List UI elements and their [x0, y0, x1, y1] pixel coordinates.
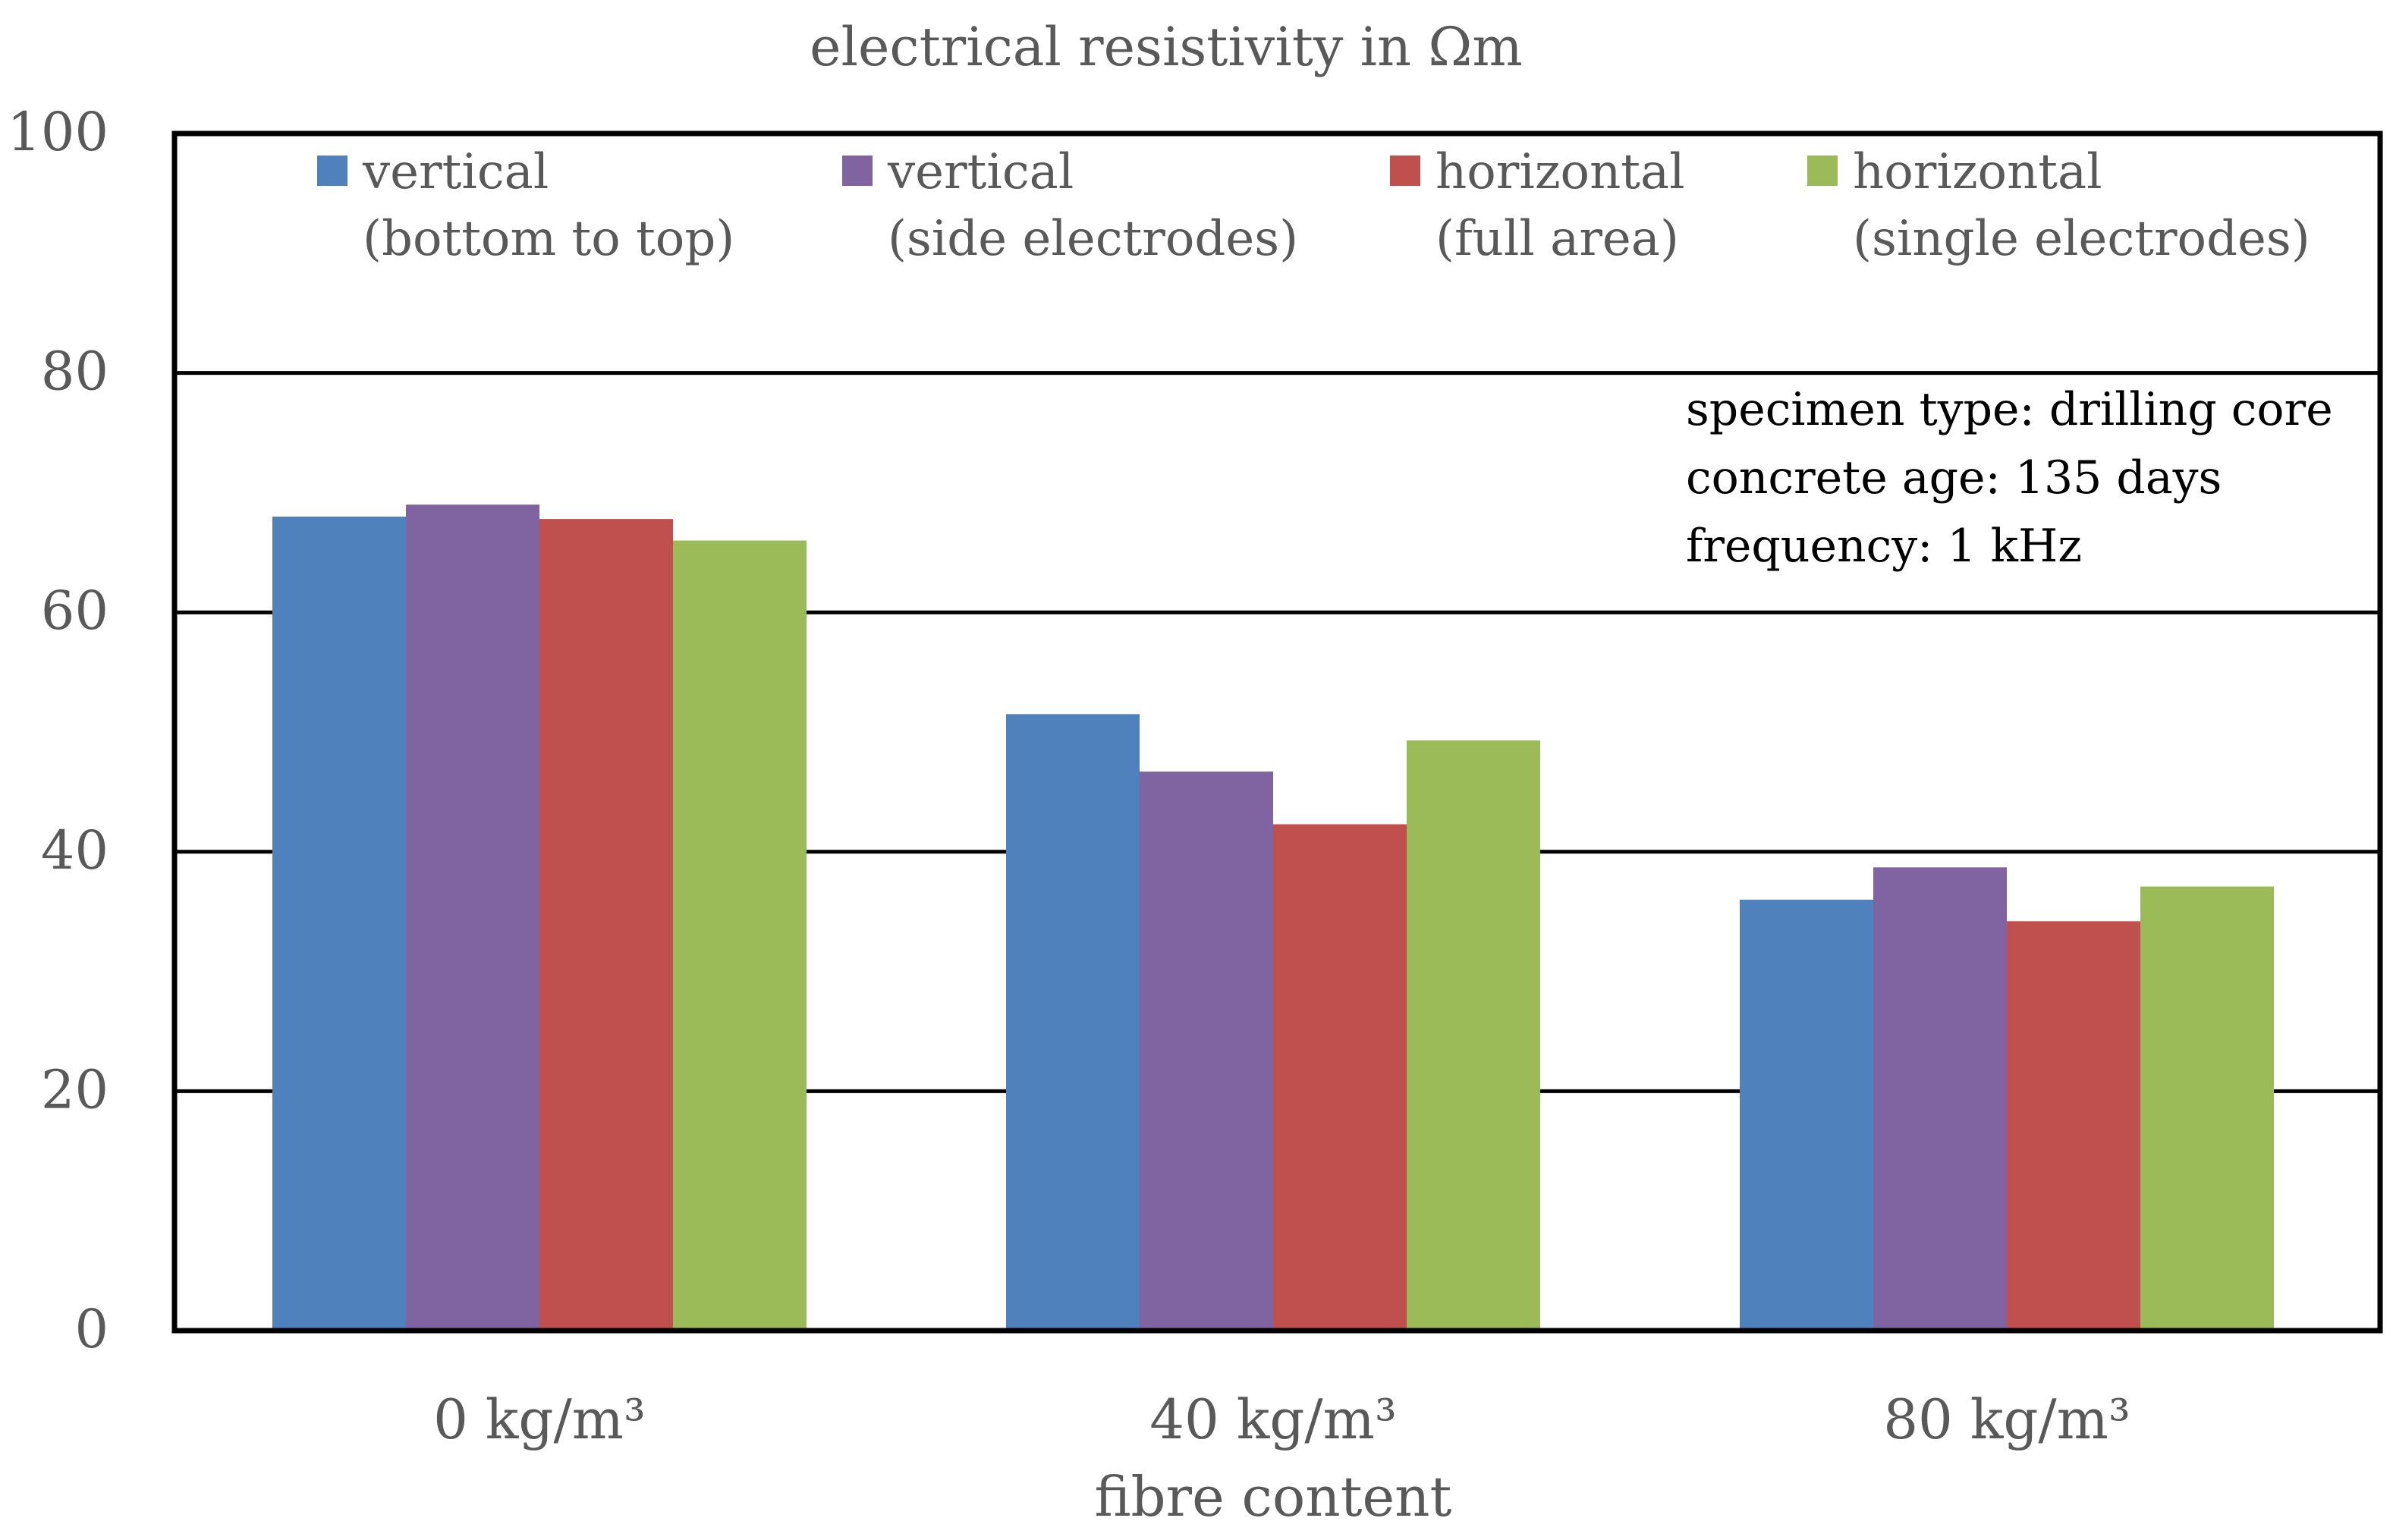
y-tick-label-20: 20: [41, 1058, 108, 1120]
x-tick-label-2: 40 kg/m³: [1149, 1388, 1397, 1451]
legend-sublabel-2: (side electrodes): [888, 211, 1298, 267]
bar-series3-cat2: [1273, 824, 1407, 1331]
annotation-box: specimen type: drilling core concrete ag…: [1686, 383, 2333, 573]
bar-series4-cat1: [673, 540, 807, 1331]
x-tick-label-3: 80 kg/m³: [1883, 1388, 2130, 1451]
y-tick-label-80: 80: [41, 341, 108, 403]
y-tick-label-60: 60: [41, 580, 108, 642]
bar-series1-cat1: [272, 516, 406, 1331]
bar-series4-cat3: [2140, 886, 2274, 1331]
bar-series3-cat3: [2007, 921, 2140, 1331]
bar-series3-cat1: [539, 519, 673, 1331]
bar-series4-cat2: [1407, 740, 1540, 1331]
legend-label-3: horizontal: [1435, 144, 1685, 200]
annotation-specimen-type: specimen type: drilling core: [1686, 383, 2333, 436]
y-tick-label-40: 40: [41, 819, 108, 882]
bars: [272, 504, 2274, 1331]
bar-series2-cat3: [1873, 867, 2007, 1331]
legend-swatch-2: [842, 156, 873, 186]
bar-series1-cat2: [1006, 714, 1140, 1331]
bar-series1-cat3: [1740, 899, 1873, 1331]
y-tick-labels: 0 20 40 60 80 100: [7, 101, 108, 1360]
x-tick-label-1: 0 kg/m³: [433, 1388, 646, 1451]
legend-swatch-1: [317, 156, 347, 186]
bar-series2-cat1: [406, 504, 539, 1331]
legend-swatch-4: [1807, 156, 1838, 186]
annotation-concrete-age: concrete age: 135 days: [1686, 451, 2222, 504]
chart-title: electrical resistivity in Ωm: [810, 16, 1523, 78]
legend-sublabel-3: (full area): [1435, 211, 1679, 267]
y-tick-label-0: 0: [74, 1298, 108, 1360]
legend-label-2: vertical: [887, 144, 1074, 200]
legend: vertical (bottom to top) vertical (side ele…: [317, 144, 2310, 267]
bar-series2-cat2: [1140, 772, 1273, 1331]
plot-area: [171, 130, 2383, 1334]
legend-label-1: vertical: [362, 144, 549, 200]
legend-sublabel-4: (single electrodes): [1853, 211, 2310, 267]
y-tick-label-100: 100: [7, 101, 108, 163]
legend-label-4: horizontal: [1853, 144, 2102, 200]
annotation-frequency: frequency: 1 kHz: [1686, 520, 2082, 573]
x-axis-label: fibre content: [1095, 1465, 1452, 1529]
legend-swatch-3: [1390, 156, 1420, 186]
x-tick-labels: 0 kg/m³ 40 kg/m³ 80 kg/m³: [433, 1388, 2130, 1451]
legend-sublabel-1: (bottom to top): [363, 211, 734, 267]
